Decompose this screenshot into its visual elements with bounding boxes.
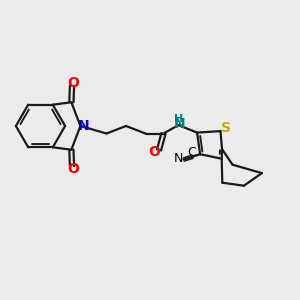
Text: O: O bbox=[68, 76, 80, 90]
Text: C: C bbox=[188, 146, 197, 159]
Text: O: O bbox=[148, 146, 160, 159]
Text: N: N bbox=[173, 152, 183, 165]
Text: N: N bbox=[78, 119, 90, 133]
Text: S: S bbox=[221, 121, 231, 134]
Text: N: N bbox=[173, 118, 185, 131]
Text: H: H bbox=[175, 113, 184, 124]
Text: O: O bbox=[68, 162, 80, 176]
